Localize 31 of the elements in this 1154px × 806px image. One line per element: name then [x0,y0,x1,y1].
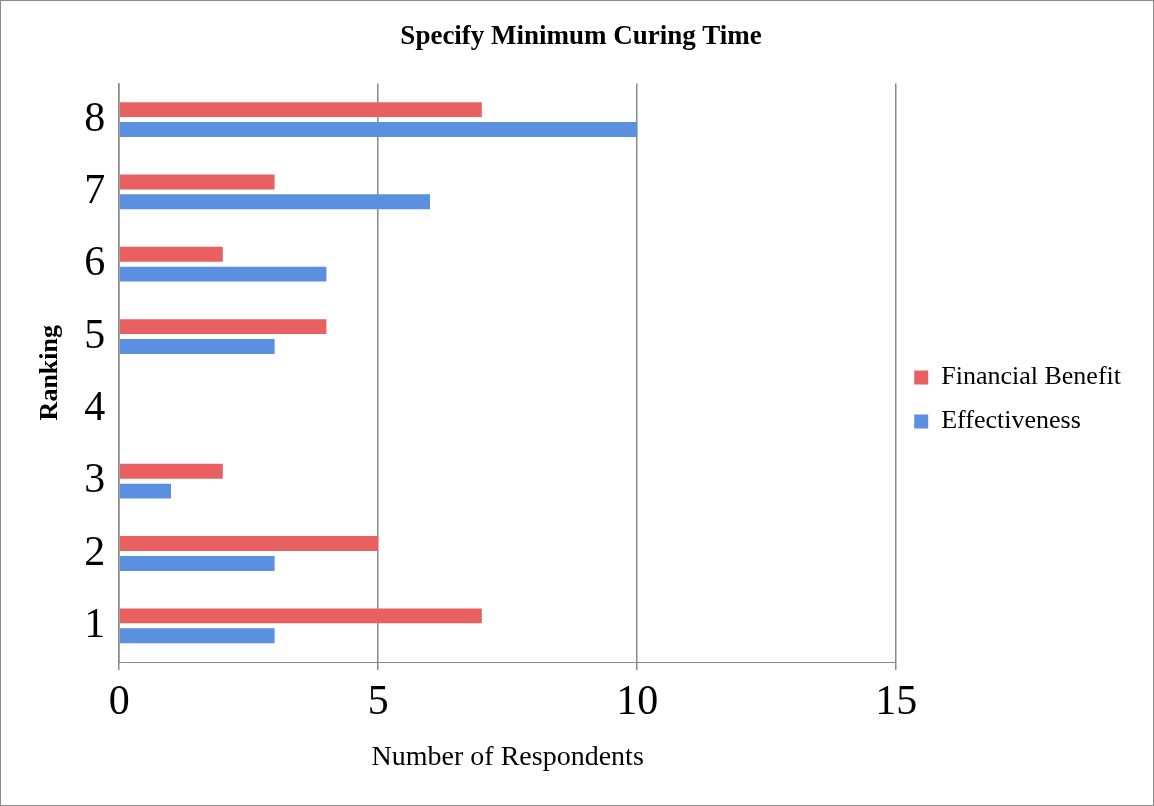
y-tick-label: 8 [84,93,106,140]
y-tick-label: 2 [84,527,106,574]
legend-label: Financial Benefit [941,361,1122,391]
bar [119,174,275,190]
y-tick-label: 1 [84,599,106,646]
bar [119,463,223,479]
y-tick-label: 4 [84,382,106,429]
bar [119,246,223,262]
bar [119,102,482,118]
bar [119,608,482,624]
bar [119,122,638,137]
y-tick-label: 6 [84,238,106,285]
y-tick-label: 3 [84,455,106,502]
y-tick-label: 7 [84,165,106,212]
x-tick-label: 10 [616,677,659,724]
bar [119,194,431,210]
y-axis-title: Ranking [34,325,64,421]
bar [119,266,327,282]
y-tick-label: 5 [84,310,106,357]
x-tick-label: 15 [875,677,918,724]
legend-label: Effectiveness [941,405,1081,435]
chart-title: Specify Minimum Curing Time [400,20,762,51]
bar [119,628,275,644]
bar [119,556,275,571]
bar [119,339,275,354]
bar [119,483,171,499]
bar [119,319,327,335]
x-tick-label: 5 [367,677,389,724]
x-tick-label: 0 [108,677,130,724]
bar [119,536,379,552]
x-axis-title: Number of Respondents [371,739,644,771]
